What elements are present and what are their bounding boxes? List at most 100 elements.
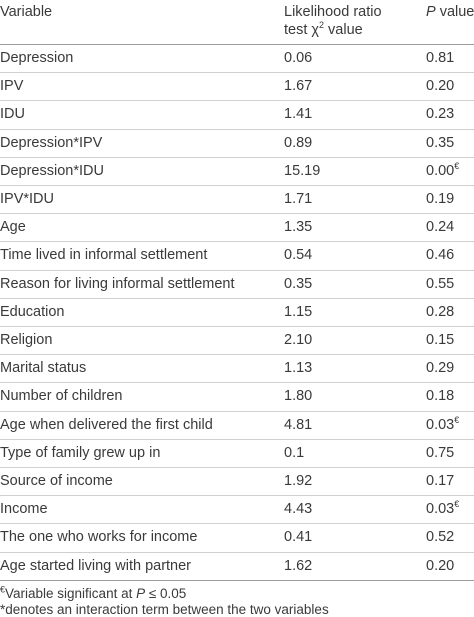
- row-rule: [0, 297, 474, 299]
- row-p-value: 0.35: [426, 134, 455, 151]
- row-ratio: 0.41: [284, 529, 313, 546]
- row-variable: Time lived in informal settlement: [0, 247, 208, 264]
- row-p: 0.52: [426, 528, 454, 546]
- header-ratio-text: test χ: [284, 22, 320, 38]
- row-rule: [0, 551, 474, 553]
- row-p: 0.03€: [426, 500, 459, 518]
- row-p-note: €: [454, 160, 460, 171]
- footnote-text: *denotes an interaction term between the…: [0, 601, 329, 617]
- footnote-mark: €: [0, 584, 6, 595]
- row-p: 0.03€: [426, 414, 460, 434]
- row-variable: Number of children: [0, 388, 123, 405]
- row-p-value: 0.20: [426, 78, 455, 95]
- row-p: 0.55: [426, 275, 454, 293]
- row-ratio: 1.13: [284, 360, 313, 377]
- row-variable: Type of family grew up in: [0, 444, 161, 461]
- row-variable: Age started living with partner: [0, 557, 192, 574]
- row-rule: [0, 382, 474, 384]
- row-p: 0.24: [426, 218, 454, 236]
- row-rule: [0, 410, 474, 412]
- row-variable: Reason for living informal settlement: [0, 275, 235, 292]
- footnote: *denotes an interaction term between the…: [0, 602, 329, 617]
- row-p-value: 0.75: [426, 444, 455, 461]
- row-ratio: 4.81: [284, 416, 313, 433]
- header-p-text: value: [435, 4, 474, 20]
- row-ratio: 1.67: [284, 78, 313, 95]
- row-rule: [0, 128, 474, 130]
- row-variable: Income: [0, 501, 48, 518]
- row-rule: [0, 213, 474, 215]
- row-variable: IPV: [0, 78, 24, 95]
- row-p-value: 0.18: [426, 388, 455, 405]
- row-variable: The one who works for income: [0, 529, 198, 546]
- row-p-value: 0.17: [426, 473, 455, 489]
- row-p-value: 0.29: [426, 360, 455, 377]
- footnote-text: Variable significant at: [5, 585, 137, 601]
- footnote-after: ≤ 0.05: [145, 585, 187, 601]
- row-p-value: 0.20: [426, 557, 455, 574]
- row-p: 0.75: [426, 444, 454, 462]
- row-p: 0.81: [426, 49, 454, 67]
- footnote-italic: P: [136, 585, 146, 601]
- row-variable: Age: [0, 219, 26, 236]
- footnote: €Variable significant at P ≤ 0.05: [0, 584, 187, 602]
- row-ratio: 15.19: [284, 162, 321, 179]
- row-ratio: 1.92: [284, 473, 313, 489]
- row-ratio: 0.06: [284, 50, 313, 66]
- row-variable: Age when delivered the first child: [0, 416, 213, 433]
- row-p-note: €: [454, 414, 460, 425]
- header-p: P value: [426, 3, 474, 21]
- row-rule: [0, 100, 474, 102]
- row-rule: [0, 269, 474, 271]
- row-p: 0.20: [426, 557, 454, 575]
- row-rule: [0, 185, 474, 186]
- row-p: 0.00€: [426, 160, 460, 180]
- row-rule: [0, 72, 474, 74]
- header-ratio-sup: 2: [319, 20, 325, 31]
- row-p: 0.19: [426, 190, 454, 208]
- row-ratio: 1.35: [284, 219, 313, 236]
- row-variable: IDU: [0, 106, 25, 123]
- row-p: 0.18: [426, 387, 454, 405]
- row-rule: [0, 438, 474, 440]
- row-variable: Source of income: [0, 473, 113, 489]
- header-variable: Variable: [0, 4, 53, 20]
- row-rule: [0, 326, 474, 327]
- row-rule: [0, 354, 474, 356]
- row-p-note: €: [454, 499, 460, 510]
- row-p-value: 0.03: [426, 416, 455, 433]
- row-p-value: 0.55: [426, 275, 455, 292]
- row-p-value: 0.15: [426, 332, 455, 348]
- row-rule: [0, 523, 474, 525]
- header-ratio-line2: test χ2 value: [284, 21, 363, 39]
- row-p-value: 0.03: [426, 501, 455, 518]
- header-ratio-line1: Likelihood ratio: [284, 4, 382, 20]
- row-ratio: 0.89: [284, 134, 313, 151]
- row-ratio: 1.71: [284, 191, 313, 207]
- row-p-value: 0.28: [426, 303, 455, 320]
- row-p: 0.17: [426, 472, 454, 490]
- row-ratio: 1.80: [284, 388, 313, 405]
- row-variable: Marital status: [0, 360, 87, 377]
- header-rule: [0, 44, 474, 45]
- bottom-rule: [0, 579, 474, 581]
- row-ratio: 1.62: [284, 557, 313, 574]
- row-rule: [0, 467, 474, 468]
- row-p: 0.20: [426, 77, 454, 95]
- row-p-value: 0.19: [426, 191, 455, 207]
- row-rule: [0, 495, 474, 497]
- row-p: 0.29: [426, 359, 454, 377]
- row-ratio: 1.41: [284, 106, 313, 123]
- row-variable: Depression*IDU: [0, 162, 104, 179]
- row-ratio: 4.43: [284, 501, 313, 518]
- row-p: 0.15: [426, 331, 454, 349]
- row-p-value: 0.24: [426, 219, 455, 236]
- row-ratio: 1.15: [284, 303, 313, 320]
- header-ratio-after: value: [324, 22, 363, 38]
- row-rule: [0, 156, 474, 158]
- row-variable: Education: [0, 303, 65, 320]
- row-rule: [0, 241, 474, 243]
- row-ratio: 0.54: [284, 247, 313, 264]
- row-ratio: 2.10: [284, 332, 313, 348]
